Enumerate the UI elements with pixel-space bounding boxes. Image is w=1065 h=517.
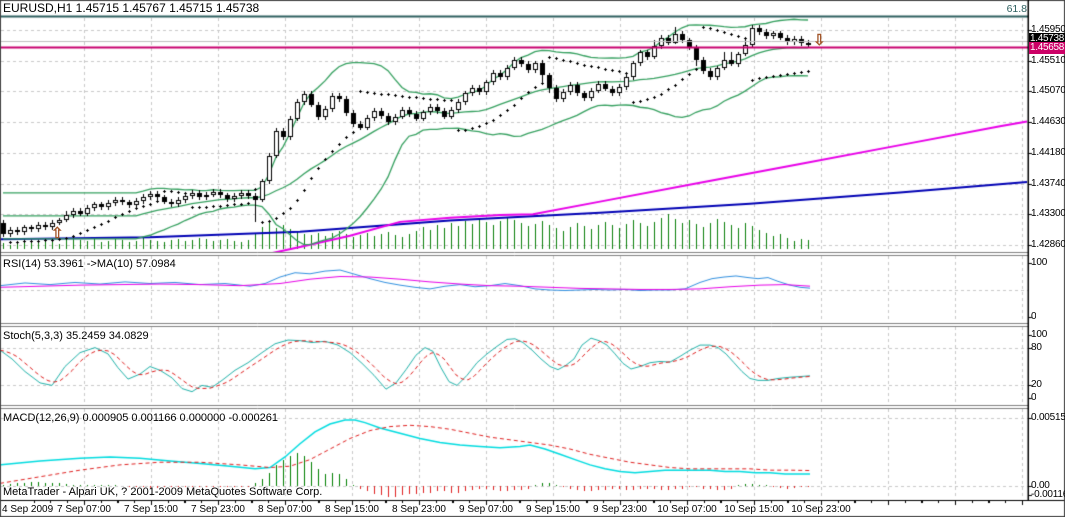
stoch-scale-label: 80 — [1031, 342, 1042, 353]
macd-scale-label: 0.005152 — [1031, 412, 1065, 423]
price-axis-label: 1.42860 — [1031, 239, 1065, 250]
down-arrow-object[interactable]: ⇩ — [813, 32, 826, 49]
stoch-scale-label: 0 — [1031, 392, 1037, 403]
macd-indicator-label: MACD(12,26,9) 0.000905 0.001166 0.000000… — [3, 412, 279, 424]
price-axis-label: 1.45070 — [1031, 85, 1065, 96]
time-axis-label: 9 Sep 07:00 — [459, 504, 513, 515]
hline-price-tag: 1.45658 — [1029, 42, 1065, 54]
up-arrow-object[interactable]: ⇧ — [51, 225, 64, 242]
price-axis-label: 1.43300 — [1031, 208, 1065, 219]
rsi-indicator-label: RSI(14) 53.3961 ->MA(10) 57.0984 — [3, 258, 176, 270]
rsi-scale-label: 0 — [1031, 311, 1037, 322]
stoch-scale-label: 20 — [1031, 379, 1042, 390]
time-axis-label: 10 Sep 23:00 — [791, 504, 851, 515]
time-axis-label: 10 Sep 15:00 — [724, 504, 784, 515]
fib-618-label: 61.8 — [1006, 3, 1027, 15]
price-axis-label: 1.45510 — [1031, 55, 1065, 66]
time-axis-label: 9 Sep 15:00 — [526, 504, 580, 515]
time-axis-label: 8 Sep 07:00 — [258, 504, 312, 515]
time-axis-label: 7 Sep 07:00 — [57, 504, 111, 515]
rsi-scale-label: 100 — [1031, 257, 1048, 268]
chart-title-ohlc: EURUSD,H1 1.45715 1.45767 1.45715 1.4573… — [3, 1, 260, 15]
time-axis-label: 9 Sep 23:00 — [593, 504, 647, 515]
price-axis-label: 1.45950 — [1031, 24, 1065, 35]
time-axis-label: 8 Sep 23:00 — [392, 504, 446, 515]
price-axis-label: 1.43740 — [1031, 178, 1065, 189]
price-axis[interactable]: 1.45950 1.45510 1.45070 1.44630 1.44180 1.437… — [1029, 0, 1065, 500]
main-chart-panel[interactable] — [0, 1, 1028, 252]
price-axis-label: 1.44180 — [1031, 147, 1065, 158]
time-axis-label: 8 Sep 15:00 — [325, 504, 379, 515]
macd-scale-label: 0.00 — [1031, 480, 1050, 491]
copyright-status-text: MetaTrader - Alpari UK, ? 2001-2009 Meta… — [3, 486, 323, 498]
time-axis[interactable]: 4 Sep 2009 7 Sep 07:00 7 Sep 15:00 7 Sep 23… — [0, 501, 1065, 517]
stoch-scale-label: 100 — [1031, 329, 1048, 340]
time-axis-label: 7 Sep 15:00 — [124, 504, 178, 515]
time-axis-label: 4 Sep 2009 — [2, 504, 54, 515]
time-axis-label: 10 Sep 07:00 — [657, 504, 717, 515]
macd-scale-label: -0.001161 — [1031, 489, 1065, 500]
stoch-panel[interactable] — [0, 327, 1028, 405]
price-axis-label: 1.44630 — [1031, 116, 1065, 127]
time-axis-label: 7 Sep 23:00 — [191, 504, 245, 515]
stoch-indicator-label: Stoch(5,3,3) 35.2459 34.0829 — [3, 330, 149, 342]
